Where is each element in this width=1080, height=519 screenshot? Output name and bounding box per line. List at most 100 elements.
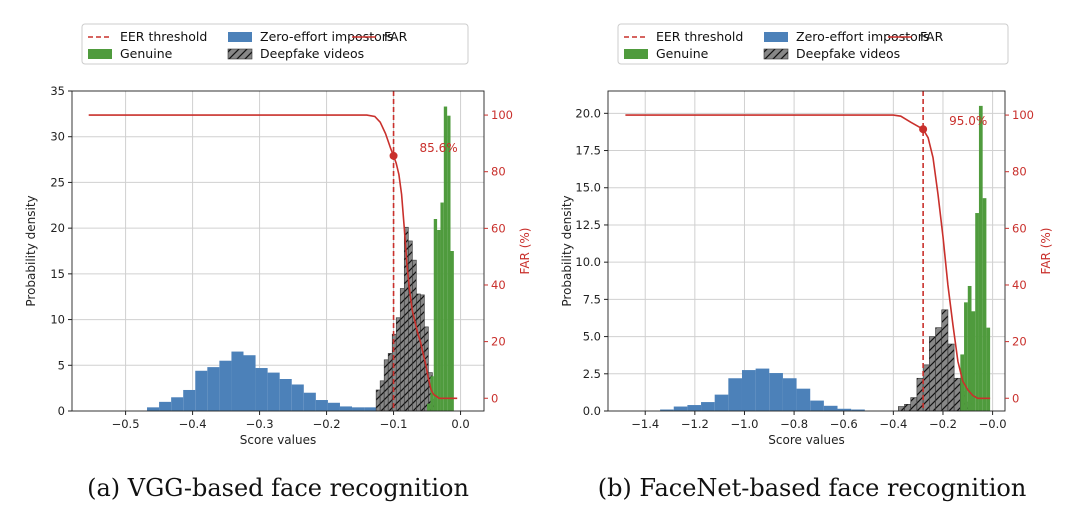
legend-impostor-swatch [764, 32, 788, 42]
y-axis-label: Probability density [560, 195, 574, 306]
x-axis-label: Score values [768, 433, 844, 447]
y-tick-label: 10 [50, 313, 65, 327]
x-tick-label: 0.0 [451, 417, 469, 431]
histogram-bar [922, 364, 930, 411]
y-tick-label: 10.0 [575, 255, 601, 269]
histogram-bar [810, 400, 824, 411]
y-tick-label: 25 [50, 175, 65, 189]
plot-area [660, 105, 991, 411]
histogram-bar [660, 409, 674, 411]
histogram-bar [183, 389, 196, 411]
x-tick-label: −0.0 [979, 417, 1007, 431]
histogram-bar [433, 219, 438, 411]
histogram-bar [941, 309, 949, 411]
histogram-bar [427, 403, 431, 411]
histogram-bar [701, 402, 715, 411]
y2-tick-label: 20 [491, 335, 506, 349]
y-tick-label: 17.5 [575, 144, 601, 158]
histogram-bar [375, 389, 381, 411]
y-tick-label: 0 [58, 404, 65, 418]
far-curve [625, 114, 991, 400]
histogram-bar [796, 388, 811, 411]
histogram-bar [728, 378, 742, 411]
x-tick-label: −0.1 [380, 417, 408, 431]
vgg-chart: 85.6% −0.5 −0.4 −0.3 −0.2 −0.1 0.0 0 5 10 15 20 25 30… [24, 23, 532, 502]
x-tick-label: −0.2 [313, 417, 341, 431]
legend: EER threshold Genuine Zero-effort impostor… [617, 23, 1009, 65]
axes-frame [607, 90, 1006, 412]
axes-frame [71, 90, 485, 412]
series-genuine [960, 105, 991, 411]
x-tick-label: −0.4 [879, 417, 907, 431]
legend-box [617, 23, 1009, 65]
histogram-bar [910, 397, 918, 411]
histogram-bar [964, 302, 968, 411]
legend: EER threshold Genuine Zero-effort impostor… [81, 23, 469, 65]
legend-deepfake-label: Deepfake videos [796, 46, 900, 61]
histogram-bar [443, 106, 448, 411]
y2-tick-label: 0 [1012, 391, 1019, 405]
y2-tick-label: 100 [491, 108, 513, 122]
legend-box [81, 23, 469, 65]
histogram-bar [741, 370, 756, 411]
series-zero-effort-impostors [147, 351, 377, 411]
histogram-bar [195, 370, 208, 411]
histogram-bar [352, 407, 365, 411]
histogram-bar [929, 336, 936, 411]
y2-tick-label: 100 [1012, 108, 1034, 122]
histogram-bar [412, 259, 417, 411]
y-axis-label: Probability density [24, 195, 38, 306]
histogram-bar [231, 351, 244, 411]
y2-tick-label: 0 [491, 391, 498, 405]
eer-annotation: 85.6% [420, 141, 458, 155]
histogram-bar [947, 343, 955, 411]
histogram-bar [147, 407, 160, 411]
histogram-bar [399, 288, 405, 411]
x-axis-label: Score values [240, 433, 316, 447]
y2-tick-label: 40 [1012, 278, 1027, 292]
histogram-bar [916, 377, 924, 411]
histogram-bar [898, 406, 905, 411]
y-tick-label: 2.5 [583, 367, 601, 381]
legend-eer-label: EER threshold [120, 29, 207, 44]
histogram-bar [673, 406, 688, 411]
x-tick-label: −1.0 [731, 417, 759, 431]
histogram-bar [279, 379, 292, 411]
legend-impostor-label: Zero-effort impostors [260, 29, 393, 44]
far-curve [88, 114, 458, 400]
histogram-bar [782, 378, 797, 411]
histogram-bar [219, 360, 232, 411]
histogram-bar [769, 373, 783, 411]
histogram-bar [243, 355, 256, 411]
x-tick-label: −0.5 [112, 417, 140, 431]
histogram-bar [978, 105, 983, 411]
x-tick-label: −0.3 [246, 417, 274, 431]
eer-point [919, 125, 928, 134]
y2-tick-label: 40 [491, 278, 506, 292]
x-tick-label: −1.2 [681, 417, 709, 431]
y-tick-label: 20 [50, 221, 65, 235]
y2-tick-label: 60 [1012, 221, 1027, 235]
histogram-bar [255, 368, 268, 411]
histogram-bar [953, 377, 961, 411]
histogram-bar [395, 317, 401, 411]
x-tick-label: −0.8 [780, 417, 808, 431]
histogram-bar [982, 198, 987, 411]
plot-area [147, 106, 454, 411]
histogram-bar [327, 402, 340, 411]
facenet-chart: 95.0% −1.4 −1.2 −1.0 −0.8 −0.6 −0.4 −0.2 −0.0 0.0… [560, 23, 1053, 502]
figure-caption: (a) VGG-based face recognition [87, 474, 469, 502]
legend-genuine-label: Genuine [120, 46, 173, 61]
y2-tick-label: 80 [491, 165, 506, 179]
x-tick-label: −1.4 [631, 417, 659, 431]
histogram-bar [986, 327, 991, 411]
histogram-bar [967, 285, 972, 411]
histogram-bar [364, 407, 377, 411]
histogram-bar [267, 372, 280, 411]
histogram-bar [960, 354, 965, 411]
histogram-bar [687, 405, 702, 411]
histogram-bar [755, 368, 770, 411]
histogram-bar [407, 240, 413, 411]
histogram-bar [837, 408, 852, 411]
